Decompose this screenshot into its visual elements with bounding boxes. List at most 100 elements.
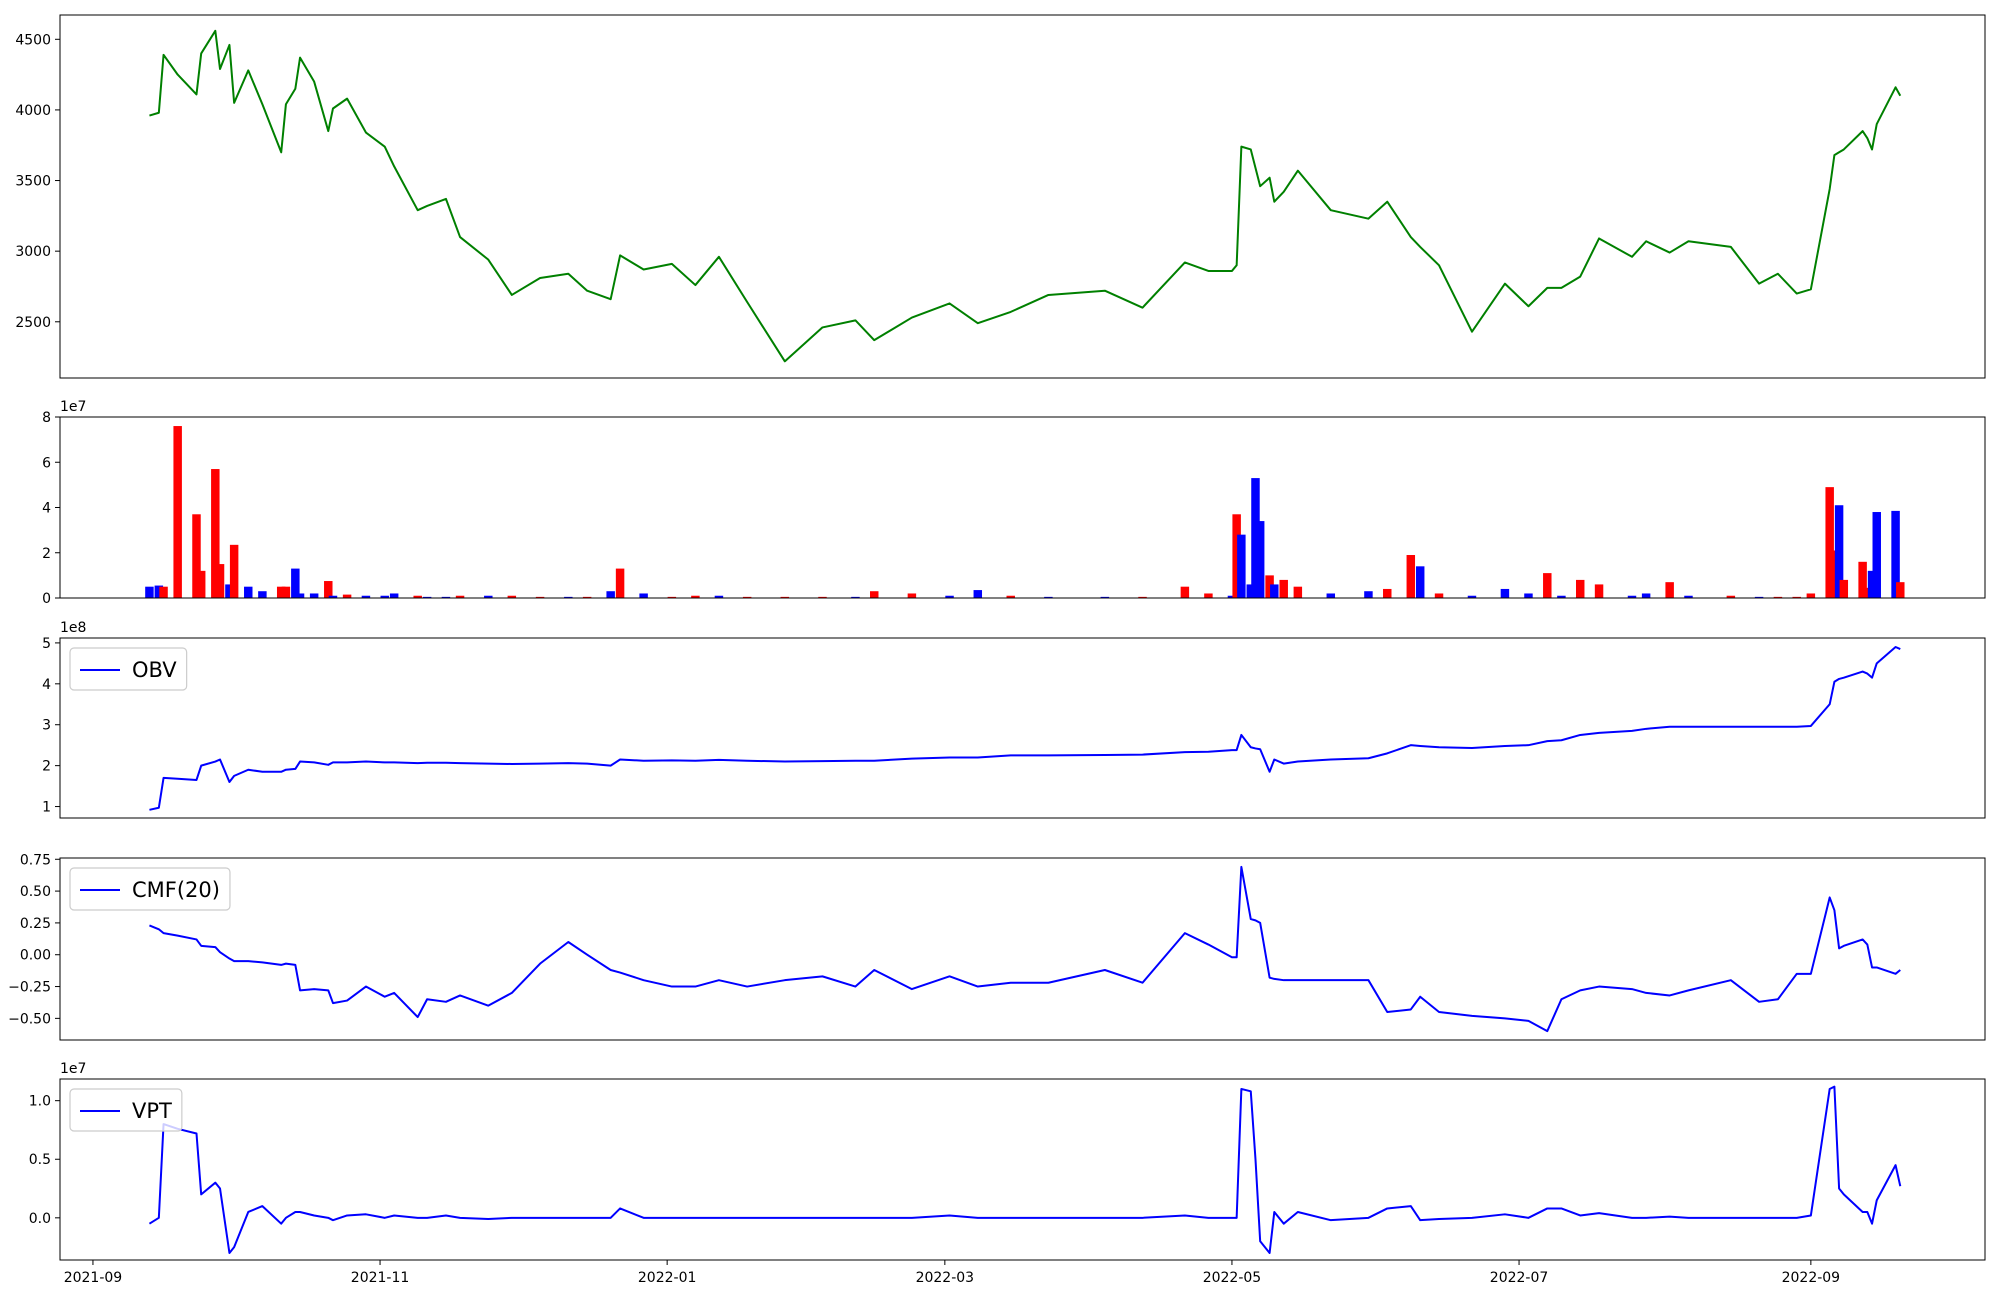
bar bbox=[484, 595, 493, 598]
y-tick-label: 0.00 bbox=[20, 948, 51, 964]
y-tick-label: 2500 bbox=[15, 315, 51, 331]
y-tick-label: 0.0 bbox=[29, 1211, 51, 1227]
bar bbox=[1279, 579, 1288, 598]
legend-box bbox=[69, 867, 231, 911]
bar bbox=[973, 590, 983, 598]
bar bbox=[1863, 587, 1872, 598]
line bbox=[149, 865, 1901, 1033]
plot-frame bbox=[59, 637, 1986, 819]
bar bbox=[851, 596, 860, 598]
bar bbox=[818, 596, 827, 598]
y-tick-label: 0.50 bbox=[20, 884, 51, 900]
bar bbox=[1830, 550, 1839, 598]
plot-frame bbox=[59, 1078, 1986, 1261]
bar bbox=[192, 514, 201, 598]
bar bbox=[441, 596, 451, 598]
bar bbox=[154, 585, 164, 598]
bar bbox=[1500, 588, 1510, 598]
bar bbox=[159, 586, 168, 598]
y-tick-label: 1 bbox=[42, 800, 51, 816]
bar bbox=[1792, 596, 1801, 598]
bar bbox=[1726, 595, 1736, 598]
bar bbox=[1891, 510, 1900, 598]
y-tick-label: 2 bbox=[42, 546, 51, 562]
panel: 1 2 3 4 5 1e8 OBV bbox=[42, 620, 1986, 819]
panel: 2500 3000 3500 4000 4500 bbox=[15, 14, 1986, 379]
bar bbox=[173, 426, 182, 598]
legend-box bbox=[69, 647, 188, 691]
plot-frame bbox=[59, 416, 1986, 599]
bar bbox=[1434, 593, 1444, 598]
y-tick-label: 1.0 bbox=[29, 1094, 51, 1110]
bar bbox=[1754, 596, 1764, 598]
y-tick-label: 3000 bbox=[15, 244, 51, 260]
line bbox=[149, 646, 1901, 811]
bar bbox=[615, 568, 625, 598]
legend: CMF(20) bbox=[69, 867, 231, 911]
bar bbox=[1896, 582, 1905, 598]
bar bbox=[1251, 478, 1260, 598]
bar bbox=[714, 595, 724, 598]
bar bbox=[281, 586, 291, 598]
bar bbox=[1858, 561, 1867, 598]
bar bbox=[295, 593, 305, 598]
y-tick-label: 8 bbox=[42, 410, 51, 426]
bar bbox=[1839, 579, 1849, 598]
x-tick-label: 2022-01 bbox=[638, 1270, 697, 1286]
bar bbox=[1293, 586, 1303, 598]
bar bbox=[1232, 514, 1241, 598]
bar bbox=[507, 595, 517, 598]
x-tick-label: 2021-11 bbox=[351, 1270, 410, 1286]
bar bbox=[907, 593, 917, 598]
bar bbox=[1806, 593, 1816, 598]
bar bbox=[564, 596, 573, 598]
y-tick-label: −0.50 bbox=[8, 1011, 51, 1027]
panel: 0 2 4 6 8 1e7 bbox=[42, 399, 1986, 607]
bar bbox=[691, 595, 700, 598]
bar bbox=[361, 595, 371, 598]
y-tick-label: 6 bbox=[42, 455, 51, 471]
bar bbox=[1044, 596, 1053, 598]
bar bbox=[1665, 582, 1674, 598]
bar bbox=[1204, 593, 1213, 598]
bar bbox=[196, 570, 206, 598]
bar bbox=[1867, 570, 1877, 598]
bar bbox=[215, 564, 225, 598]
y-tick-label: −0.25 bbox=[8, 980, 51, 996]
bar bbox=[413, 595, 422, 598]
bar bbox=[639, 593, 648, 598]
bar bbox=[389, 593, 399, 598]
x-tick-label: 2021-09 bbox=[64, 1270, 123, 1286]
bar bbox=[945, 595, 954, 598]
bar bbox=[1265, 575, 1274, 598]
bar bbox=[1406, 555, 1416, 598]
y-tick-label: 4 bbox=[42, 501, 51, 517]
bar bbox=[535, 596, 545, 598]
bar bbox=[342, 594, 352, 598]
y-tick-label: 0.25 bbox=[20, 916, 51, 932]
y-tick-label: 5 bbox=[42, 636, 51, 652]
bar bbox=[1872, 512, 1881, 598]
bar bbox=[1557, 595, 1566, 598]
bar bbox=[1006, 595, 1015, 598]
bar bbox=[1467, 595, 1477, 598]
y-tick-label: 4000 bbox=[15, 103, 51, 119]
y-tick-label: 4500 bbox=[15, 32, 51, 48]
bar bbox=[291, 568, 300, 598]
x-tick-label: 2022-03 bbox=[916, 1270, 975, 1286]
bar bbox=[667, 596, 677, 598]
y-tick-label: 3 bbox=[42, 718, 51, 734]
plot-frame bbox=[59, 857, 1986, 1041]
bar bbox=[1227, 595, 1237, 598]
bar bbox=[1641, 593, 1651, 598]
bar bbox=[1364, 591, 1373, 598]
bar bbox=[1524, 593, 1533, 598]
bar bbox=[1326, 593, 1336, 598]
bar bbox=[225, 584, 234, 598]
y-tick-label: 0.5 bbox=[29, 1152, 51, 1168]
panel: 0.0 0.5 1.0 1e7 2021-09 2021-11 2022-01 2022-03… bbox=[29, 1061, 1986, 1286]
bar bbox=[455, 595, 465, 598]
bar bbox=[211, 469, 220, 598]
bar bbox=[606, 591, 615, 598]
x-tick-label: 2022-05 bbox=[1203, 1270, 1262, 1286]
